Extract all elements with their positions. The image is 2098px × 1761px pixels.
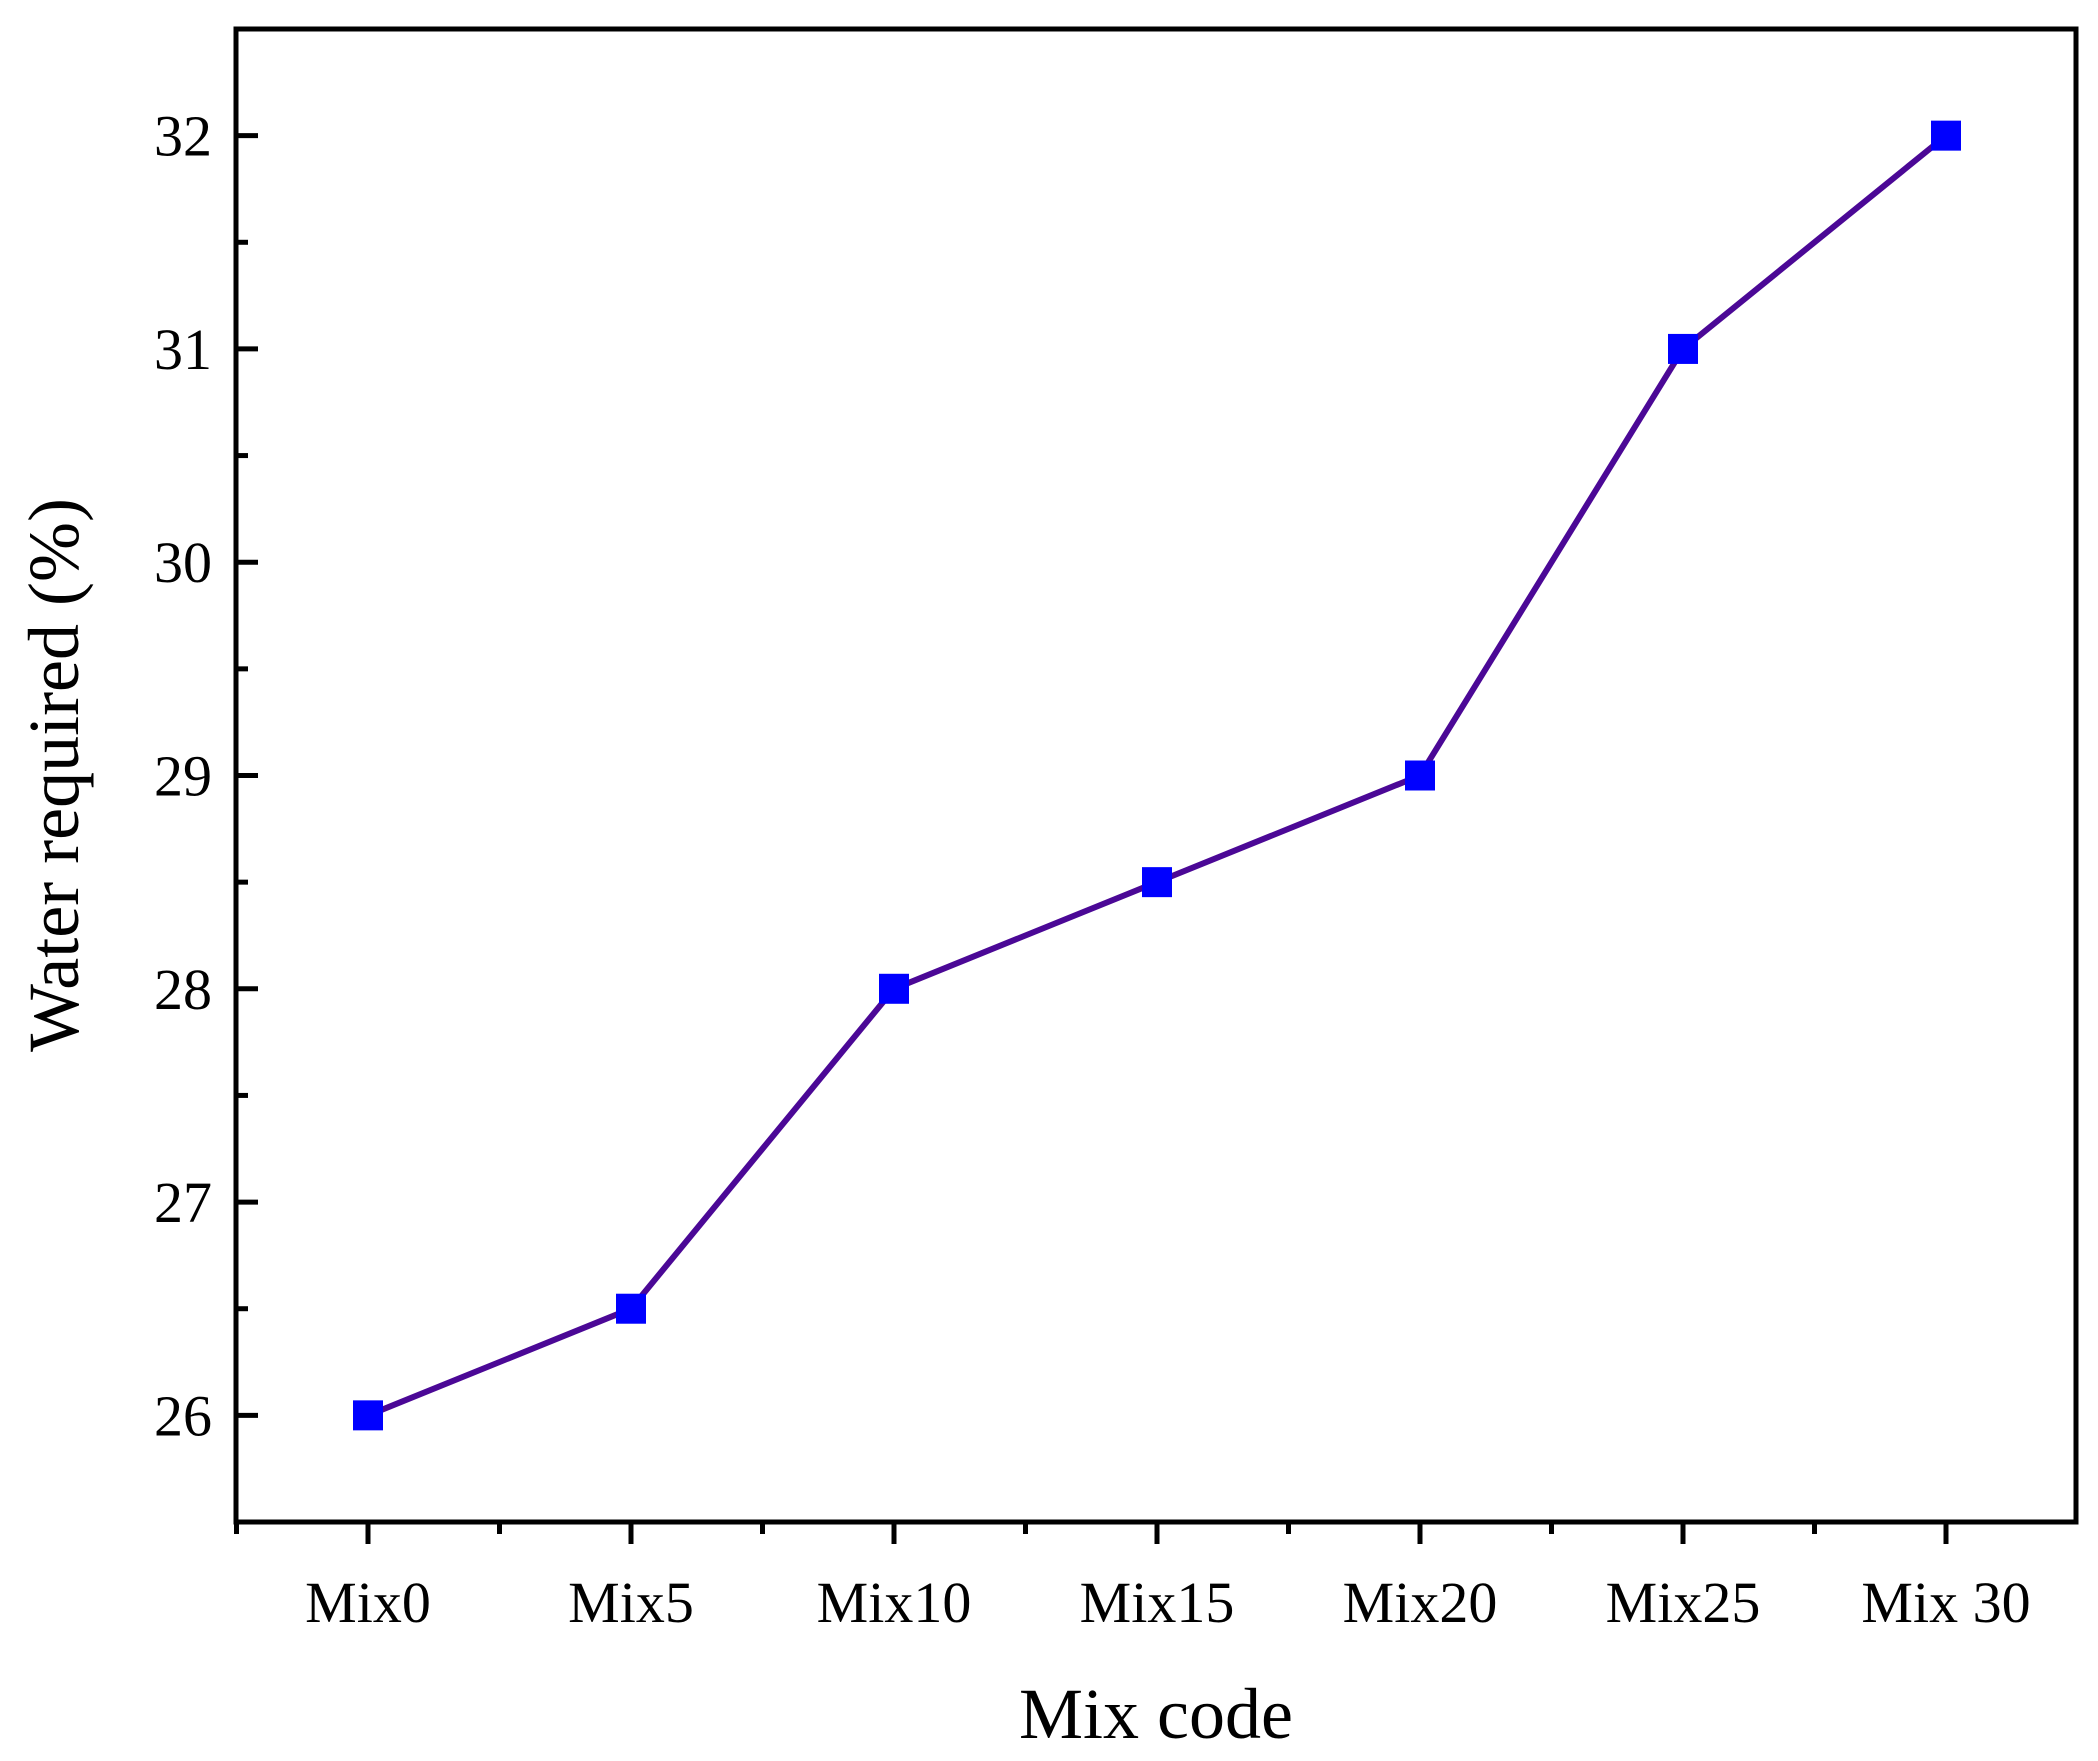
y-tick-label: 32 xyxy=(154,104,212,169)
x-tick-label: Mix 30 xyxy=(1861,1570,2030,1635)
y-axis-title: Water required (%) xyxy=(14,498,94,1052)
series-layer xyxy=(353,120,1961,1431)
x-tick-label: Mix15 xyxy=(1080,1570,1235,1635)
x-tick-label: Mix25 xyxy=(1606,1570,1761,1635)
data-point-marker xyxy=(1142,867,1172,898)
data-point-marker xyxy=(1668,333,1698,364)
x-tick-label: Mix0 xyxy=(305,1570,431,1635)
data-point-marker xyxy=(1931,120,1961,151)
y-axis-ticks: 26 27 28 29 30 31 32 xyxy=(154,26,258,1525)
y-tick-label: 28 xyxy=(154,957,212,1022)
series-line xyxy=(366,133,1948,1419)
data-point-marker xyxy=(879,973,909,1004)
data-point-marker xyxy=(1405,760,1435,791)
x-tick-label: Mix5 xyxy=(568,1570,694,1635)
data-point-marker xyxy=(353,1400,383,1431)
x-axis-title: Mix code xyxy=(1019,1674,1293,1754)
data-point-marker xyxy=(616,1293,646,1324)
y-tick-label: 27 xyxy=(154,1170,212,1235)
y-tick-label: 31 xyxy=(154,317,212,382)
y-tick-label: 30 xyxy=(154,530,212,595)
y-tick-label: 29 xyxy=(154,744,212,809)
x-tick-label: Mix20 xyxy=(1343,1570,1498,1635)
x-tick-label: Mix10 xyxy=(817,1570,972,1635)
y-tick-label: 26 xyxy=(154,1383,212,1448)
x-axis-ticks: Mix0 Mix5 Mix10 Mix15 Mix20 Mix25 Mix 30 xyxy=(234,1522,2031,1635)
